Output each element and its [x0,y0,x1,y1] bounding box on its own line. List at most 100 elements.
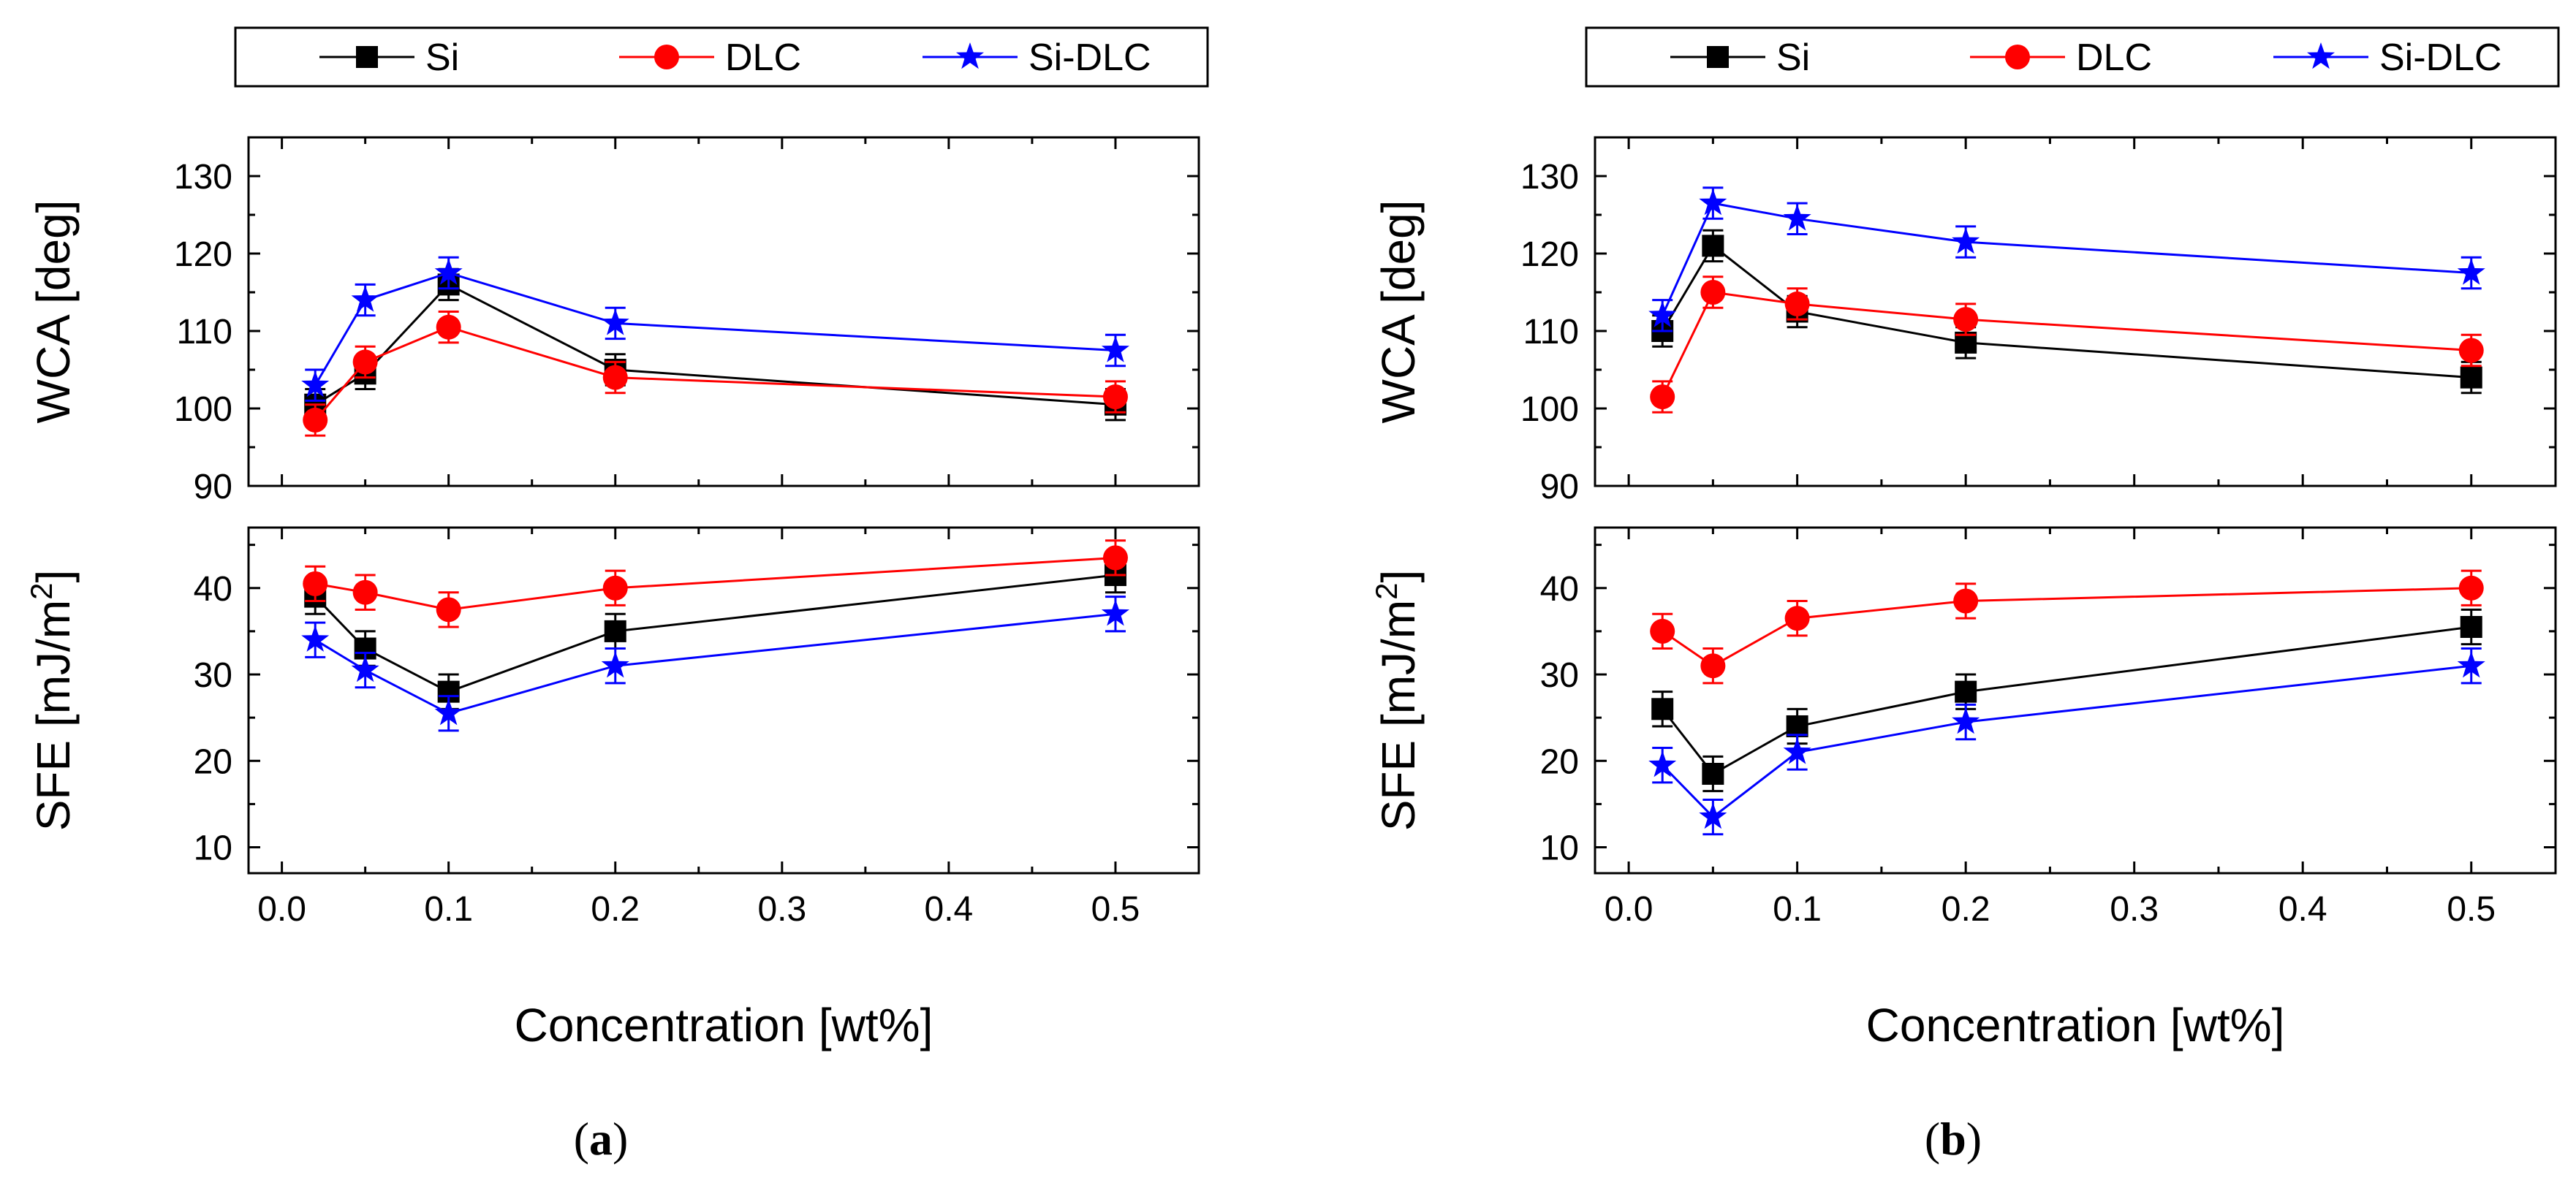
legend-marker [956,42,984,69]
y-axis-label-text: SFE [mJ/m [27,600,80,831]
y-tick-label: 130 [1520,158,1579,197]
data-point [1784,606,1810,631]
y-axis-label-text: WCA [deg] [27,200,80,424]
data-point [2460,366,2482,389]
y-axis-label-superscript: 2 [1369,582,1403,599]
data-point [1783,737,1811,764]
legend-entry-dlc: DLC [1970,37,2152,79]
series-dlc [303,539,1128,628]
y-tick-label: 40 [1540,570,1579,609]
panel-caption: (a) [574,1113,629,1165]
y-tick-label: 100 [1520,390,1579,429]
caption-letter: a [589,1113,613,1165]
series-line [1661,291,2471,397]
plot-frame [1594,526,2557,875]
data-point [1953,588,1979,614]
data-point [434,258,463,285]
plot-frame [247,136,1200,487]
y-tick-label: 10 [194,829,232,868]
legend: Si DLC Si-DLC [1585,26,2560,88]
data-point [1784,291,1810,316]
x-tick-label: 0.4 [925,890,974,929]
series-line [314,574,1116,693]
subplot-sfe: 10 20 30 40 0.0 0.1 0.2 0.3 0.4 0.5 SFE [mJ/m2] [24,526,1200,929]
data-point [602,575,628,601]
y-axis-label: SFE [mJ/m2] [1369,570,1425,832]
series-si [304,556,1126,710]
series-si [1651,608,2482,793]
legend-marker [2307,42,2335,69]
data-point [2457,258,2485,285]
x-tick-label: 0.0 [1605,890,1653,929]
x-tick-label: 0.3 [757,890,806,929]
data-point [351,285,379,312]
data-point [1102,545,1128,571]
caption-open: ( [1925,1113,1940,1165]
x-tick-label: 0.5 [1091,890,1140,929]
data-point [1700,280,1726,305]
legend-label: Si [1776,37,1810,79]
plot-frame [247,526,1200,875]
data-point [1101,599,1129,626]
data-point [352,349,378,375]
y-tick-label: 30 [1540,656,1579,695]
data-point [601,308,629,335]
data-point [1953,307,1979,332]
y-tick-label: 20 [1540,742,1579,781]
data-point [2458,338,2484,363]
data-point [1648,300,1677,327]
data-point [1700,653,1726,679]
series-dlc [1650,569,2484,685]
data-point [1699,189,1727,216]
legend-entry-si: Si [1670,37,1810,79]
data-point [1786,715,1808,737]
data-point [1702,235,1724,257]
legend-label: Si-DLC [1028,37,1151,79]
series-line [314,326,1116,421]
legend-label: DLC [725,37,801,79]
caption-close: ) [613,1113,628,1165]
series-line [1662,587,2471,667]
data-point [303,571,328,596]
y-tick-label: 120 [174,235,232,274]
x-tick-label: 0.1 [1773,890,1822,929]
subplot-sfe: 10 20 30 40 0.0 0.1 0.2 0.3 0.4 0.5 SFE [mJ/m2] [1369,526,2557,929]
data-point [1650,618,1675,644]
legend-marker [654,45,679,69]
y-tick-label: 90 [1540,468,1579,506]
caption-close: ) [1966,1113,1982,1165]
data-point [602,365,628,390]
data-point [1699,802,1727,829]
data-point [301,625,330,652]
panel-b: Si DLC Si-DLC 90 100 110 120 130 WCA [deg] 10 20 30… [1369,26,2560,1165]
series-si-dlc [301,256,1129,402]
plot-frame [1594,136,2557,487]
data-point [1650,384,1675,410]
data-point [301,370,330,397]
data-point [436,314,461,340]
data-point [1952,707,1980,734]
x-tick-label: 0.2 [591,890,640,929]
y-axis-label-text: WCA [deg] [1372,200,1425,424]
y-tick-label: 20 [194,742,232,781]
data-point [2460,615,2482,638]
series-si [1651,229,2482,395]
series-si-dlc [1648,186,2485,332]
data-point [434,699,463,726]
data-point [604,620,626,642]
y-tick-label: 100 [174,390,232,429]
legend-label: Si [425,37,459,79]
data-point [1651,698,1674,720]
caption-letter: b [1940,1113,1966,1165]
y-tick-label: 110 [176,313,232,351]
legend-entry-si: Si [319,37,459,79]
data-point [2458,575,2484,601]
series-si-dlc [1648,647,2485,836]
x-tick-label: 0.1 [424,890,473,929]
legend: Si DLC Si-DLC [234,26,1209,88]
legend-entry-si-dlc: Si-DLC [2273,37,2502,79]
data-point [1952,227,1980,254]
y-axis-label-end: ] [27,570,80,583]
y-axis-label-text: SFE [mJ/m [1372,600,1425,831]
panel-a: Si DLC Si-DLC 90 100 110 120 130 WCA [deg] 10 20 30… [24,26,1209,1165]
